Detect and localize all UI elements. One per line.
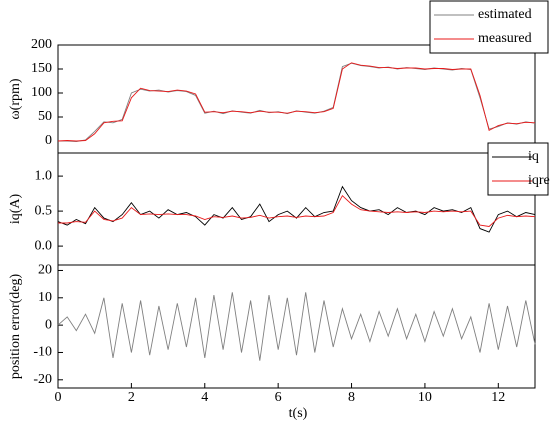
y-tick-label: 10	[38, 290, 52, 305]
legend-label: measured	[478, 31, 532, 46]
legend-label: estimated	[478, 7, 532, 22]
y-tick-label: 0.5	[35, 203, 53, 218]
x-tick-label: 0	[55, 390, 62, 405]
x-tick-label: 12	[491, 390, 505, 405]
y-tick-label: 50	[38, 109, 52, 124]
legend-label: iq	[528, 149, 539, 164]
x-axis-label: t(s)	[289, 406, 308, 421]
legend-label: iqref	[528, 173, 550, 188]
y-tick-label: -20	[33, 372, 52, 387]
series-line	[58, 194, 536, 227]
y-tick-label: -10	[33, 345, 52, 360]
x-tick-label: 8	[348, 390, 355, 405]
y-tick-label: 0	[45, 317, 52, 332]
x-tick-label: 2	[128, 390, 135, 405]
series-line	[57, 62, 536, 142]
plot-frame	[57, 264, 536, 389]
series-line	[57, 292, 536, 361]
x-tick-label: 6	[275, 390, 282, 405]
legend-box	[429, 0, 549, 54]
y-tick-label: 20	[38, 263, 52, 278]
y-tick-label: 100	[31, 85, 52, 100]
y-tick-label: 200	[31, 37, 52, 52]
y-axis-label: ω(rpm)	[8, 78, 23, 119]
x-tick-label: 4	[201, 390, 208, 405]
y-axis-label: position error(deg)	[8, 273, 23, 379]
x-tick-label: 10	[418, 390, 432, 405]
y-axis-label: iq(A)	[8, 194, 23, 225]
legend-box	[487, 142, 549, 196]
series-line	[57, 185, 536, 233]
plot-frame	[57, 152, 536, 266]
y-tick-label: 0	[45, 133, 52, 148]
y-tick-label: 150	[31, 61, 52, 76]
y-tick-label: 1.0	[35, 168, 53, 183]
y-tick-label: 0.0	[35, 238, 53, 253]
